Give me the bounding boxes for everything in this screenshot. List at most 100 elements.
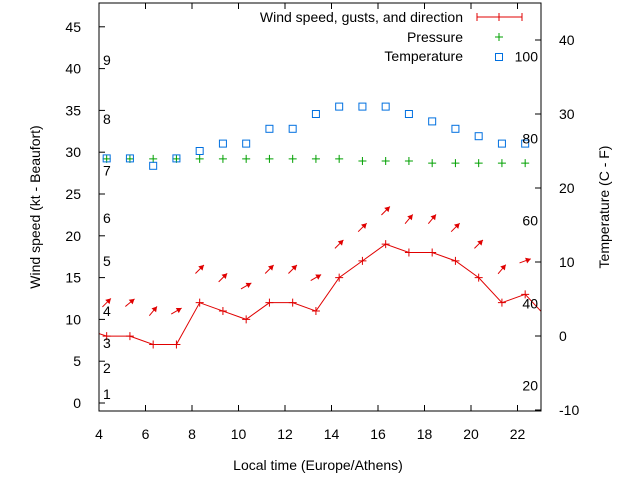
pressure-point bbox=[451, 159, 460, 168]
legend-temperature-marker bbox=[495, 53, 503, 61]
x-tick-label: 14 bbox=[324, 426, 340, 442]
wind-speed-point bbox=[451, 256, 460, 265]
x-tick-label: 6 bbox=[142, 426, 150, 442]
fahrenheit-label: 40 bbox=[522, 295, 538, 311]
plot-frame bbox=[98, 2, 542, 412]
pressure-point bbox=[218, 154, 227, 163]
gust-arrow-head bbox=[245, 282, 252, 289]
temperature-point bbox=[102, 154, 111, 163]
pressure-point bbox=[195, 154, 204, 163]
wind-speed-point bbox=[335, 273, 344, 282]
gust-arrow-head bbox=[221, 273, 228, 280]
wind-speed-point bbox=[288, 298, 297, 307]
beaufort-label: 2 bbox=[103, 360, 111, 376]
x-tick-label: 16 bbox=[370, 426, 386, 442]
gust-direction-arrow bbox=[427, 214, 437, 224]
wind-speed-point bbox=[195, 298, 204, 307]
legend: Wind speed, gusts, and direction Pressure… bbox=[260, 9, 523, 64]
temperature-point bbox=[195, 147, 204, 155]
wind-speed-point bbox=[358, 256, 367, 265]
pressure-point bbox=[311, 154, 320, 163]
x-tick-label: 4 bbox=[95, 426, 103, 442]
pressure-point bbox=[381, 156, 390, 165]
wind-speed-point bbox=[125, 332, 134, 341]
temperature-point bbox=[404, 110, 413, 118]
pressure-point bbox=[242, 154, 251, 163]
y2-tick-label: 0 bbox=[559, 328, 567, 344]
gust-arrow-head bbox=[454, 223, 460, 229]
pressure-point bbox=[335, 154, 344, 163]
gust-direction-arrow bbox=[102, 298, 112, 308]
gust-arrow-head bbox=[384, 206, 390, 213]
gust-arrow-head bbox=[291, 264, 297, 271]
gust-arrow-head bbox=[175, 307, 182, 314]
y-tick-label: 20 bbox=[65, 228, 81, 244]
legend-pressure-marker bbox=[495, 33, 503, 41]
fahrenheit-label: 80 bbox=[522, 130, 538, 146]
gust-arrow-head bbox=[500, 264, 506, 271]
wind-speed-point bbox=[242, 315, 251, 324]
x-tick-label: 22 bbox=[510, 426, 526, 442]
beaufort-label: 9 bbox=[103, 52, 111, 68]
temperature-point bbox=[149, 161, 158, 170]
gust-direction-arrow bbox=[519, 257, 531, 264]
gust-direction-arrow bbox=[450, 222, 461, 233]
gust-arrow-head bbox=[430, 214, 437, 221]
temperature-point bbox=[288, 124, 297, 133]
wind-speed-point bbox=[149, 340, 158, 349]
gust-direction-arrow bbox=[474, 239, 484, 249]
gust-direction-arrow bbox=[404, 214, 414, 224]
wind-speed-point bbox=[404, 248, 413, 257]
y-tick-label: 0 bbox=[73, 395, 81, 411]
gust-direction-arrow bbox=[381, 206, 391, 216]
temperature-point bbox=[358, 102, 367, 111]
temperature-point bbox=[521, 139, 530, 148]
fahrenheit-label: 100 bbox=[515, 48, 539, 64]
wind-speed-point bbox=[218, 307, 227, 316]
wind-speed-point bbox=[474, 273, 483, 282]
x-tick-label: 10 bbox=[231, 426, 247, 442]
x-tick-label: 18 bbox=[417, 426, 433, 442]
y2-tick-label: 10 bbox=[559, 254, 575, 270]
gust-direction-arrow bbox=[218, 273, 228, 283]
y2-tick-label: 40 bbox=[559, 32, 575, 48]
wind-speed-point bbox=[172, 340, 181, 349]
wind-speed-point bbox=[102, 332, 111, 341]
wind-speed-point bbox=[428, 248, 437, 257]
beaufort-label: 4 bbox=[103, 303, 111, 319]
gust-arrow-head bbox=[315, 274, 322, 280]
gust-direction-arrow bbox=[264, 264, 275, 274]
temperature-point bbox=[265, 124, 274, 133]
legend-label-wind: Wind speed, gusts, and direction bbox=[260, 9, 463, 25]
y-tick-label: 15 bbox=[65, 270, 81, 286]
gust-direction-arrow bbox=[334, 239, 344, 249]
x-axis-title: Local time (Europe/Athens) bbox=[233, 457, 403, 473]
gust-direction-arrow bbox=[497, 264, 507, 275]
wind-speed-point bbox=[521, 290, 530, 299]
gust-direction-arrow bbox=[288, 264, 298, 274]
temperature-point bbox=[474, 132, 483, 141]
y-tick-label: 10 bbox=[65, 311, 81, 327]
pressure-point bbox=[428, 159, 437, 168]
temperature-point bbox=[242, 139, 251, 148]
temperature-point bbox=[381, 102, 390, 111]
temperature-point bbox=[218, 139, 227, 148]
gust-direction-arrow bbox=[240, 282, 252, 290]
gust-arrow-head bbox=[198, 264, 204, 271]
gust-arrow-head bbox=[477, 239, 483, 246]
wind-speed-line bbox=[99, 243, 541, 345]
y2-axis-title: Temperature (C - F) bbox=[596, 146, 612, 269]
x-tick-label: 8 bbox=[188, 426, 196, 442]
gust-arrow-head bbox=[268, 264, 274, 271]
wind-speed-point bbox=[381, 240, 390, 249]
gust-arrow-head bbox=[151, 306, 158, 313]
y-tick-label: 45 bbox=[65, 19, 81, 35]
x-tick-label: 20 bbox=[463, 426, 479, 442]
beaufort-label: 6 bbox=[103, 210, 111, 226]
temperature-point bbox=[497, 139, 506, 148]
gust-arrow-head bbox=[128, 298, 135, 305]
temperature-point bbox=[335, 102, 344, 111]
temperature-point bbox=[172, 154, 181, 163]
pressure-point bbox=[404, 156, 413, 165]
